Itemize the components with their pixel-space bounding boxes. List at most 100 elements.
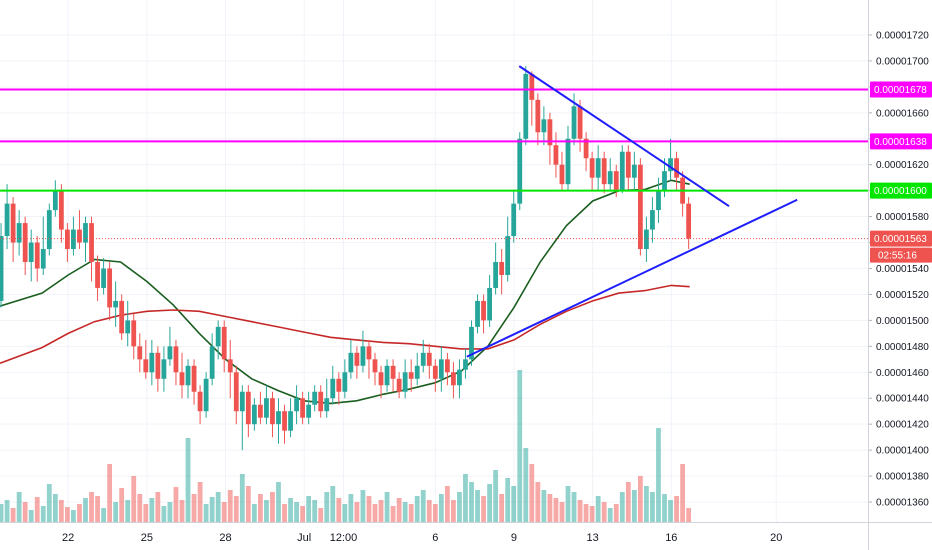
y-tick-label: 0.00001520: [876, 290, 929, 301]
x-tick-label: 13: [587, 532, 599, 544]
candle: [52, 180, 58, 217]
y-tick-label: 0.00001660: [876, 108, 929, 119]
volume-bar: [529, 464, 535, 522]
candle: [372, 352, 378, 386]
volume-bar: [125, 500, 131, 522]
volume-bar: [28, 510, 34, 522]
candle-body: [312, 391, 318, 405]
volume-bar: [143, 504, 149, 522]
level-tag-label: 0.00001678: [874, 85, 927, 96]
candle: [523, 66, 529, 146]
volume-bar: [215, 492, 221, 522]
candle-body: [529, 73, 535, 100]
candle-body: [77, 229, 82, 243]
candle: [64, 223, 70, 263]
candle: [58, 184, 64, 243]
volume-bar: [209, 497, 215, 522]
volume-bar: [432, 504, 438, 522]
candle: [619, 145, 625, 194]
time-axis[interactable]: 22 25 28 Jul 12:00 6 9 13 16 20: [0, 522, 932, 545]
y-tick-label: 0.00001500: [876, 316, 929, 327]
candle: [167, 326, 173, 366]
volume-bar: [680, 464, 685, 522]
candle-body: [119, 300, 125, 334]
candle-body: [511, 203, 517, 237]
candle-body: [523, 73, 529, 139]
candle-body: [553, 145, 559, 165]
candle-body: [179, 372, 185, 386]
level-tag-label: 0.00001638: [874, 137, 927, 148]
volume-bar: [650, 492, 655, 522]
candle-body: [264, 398, 269, 418]
volume-bar: [631, 490, 637, 522]
volume-bar: [22, 502, 28, 522]
candle: [221, 320, 227, 373]
candle: [22, 216, 28, 275]
volume-bar: [662, 494, 667, 522]
candle: [203, 372, 209, 418]
level-tag: [870, 81, 932, 98]
candle: [101, 258, 106, 295]
volume-bar: [330, 486, 336, 522]
volume-bar: [107, 464, 113, 522]
candle: [475, 294, 480, 334]
volume-bar: [511, 486, 517, 522]
volume-bar: [83, 498, 88, 522]
candle: [366, 339, 372, 379]
volume-bar: [197, 482, 203, 522]
candle-body: [318, 391, 324, 412]
candle: [10, 197, 16, 263]
candle-body: [475, 300, 480, 327]
candle: [318, 385, 324, 418]
candle: [143, 339, 149, 379]
candle-body: [131, 320, 137, 347]
volume-bar: [77, 504, 82, 522]
volume-bar: [161, 506, 167, 522]
candle-body: [330, 378, 336, 399]
candle: [668, 138, 673, 181]
candle: [149, 339, 155, 386]
volume-bar: [457, 492, 462, 522]
candle: [71, 216, 76, 256]
candle: [541, 106, 547, 146]
volume-bar: [52, 494, 58, 522]
candle: [0, 223, 4, 308]
volume-bar: [4, 500, 10, 522]
candle-body: [619, 151, 625, 191]
candle-body: [487, 287, 492, 321]
candle: [499, 249, 505, 295]
candle-body: [125, 320, 131, 334]
volume-bar: [589, 506, 595, 522]
candle: [680, 171, 685, 217]
volume-bar: [559, 502, 565, 522]
y-tick-label: 0.00001460: [876, 368, 929, 379]
candle-body: [300, 398, 306, 418]
volume-bar: [233, 496, 239, 522]
x-tick-label: 22: [62, 532, 74, 544]
volume-bar: [245, 486, 251, 522]
candle-body: [499, 262, 505, 275]
volume-bar: [16, 492, 22, 522]
candle: [583, 132, 589, 172]
candle-body: [16, 223, 22, 243]
candle: [34, 236, 40, 282]
volume-bar: [505, 478, 511, 522]
volume-bar: [191, 494, 197, 522]
candle-body: [89, 223, 94, 263]
candle: [155, 346, 161, 392]
candle: [342, 359, 348, 399]
volume-bar: [155, 492, 161, 522]
candle: [336, 372, 342, 405]
horizontal-levels: [0, 88, 868, 240]
candle-body: [167, 346, 173, 360]
candle-body: [378, 372, 384, 386]
candle: [601, 151, 607, 194]
volume-bar: [396, 498, 402, 522]
candle: [137, 333, 143, 373]
level-tag-label: 0.00001600: [874, 186, 927, 197]
y-tick-label: 0.00001700: [876, 56, 929, 67]
level-tag: [870, 182, 932, 199]
volume-bar: [469, 482, 474, 522]
candle-body: [4, 203, 10, 237]
